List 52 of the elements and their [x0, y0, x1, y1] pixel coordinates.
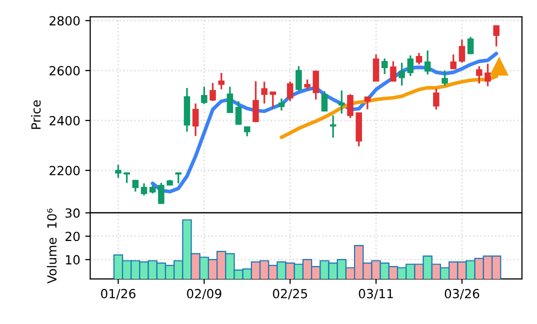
candlestick	[467, 36, 474, 56]
y-tick-label: 10	[66, 255, 80, 265]
candlestick	[140, 182, 148, 196]
y-tick-label: 30	[66, 208, 80, 218]
y-tick-label: 2800	[50, 16, 80, 26]
candlestick	[252, 80, 259, 124]
candlestick	[312, 70, 320, 100]
candlestick	[407, 54, 414, 77]
x-tick-label: 01/26	[101, 288, 136, 300]
x-tick-label: 02/25	[272, 288, 308, 300]
candlestick	[286, 80, 294, 102]
candlestick	[390, 60, 396, 82]
candlestick	[192, 102, 199, 137]
candlestick	[218, 72, 224, 90]
candlestick	[450, 54, 457, 70]
x-tick-label: 03/26	[444, 288, 480, 300]
candlestick	[115, 164, 122, 179]
candlestick	[201, 86, 208, 105]
candlestick	[278, 98, 285, 112]
y-tick-label: 2200	[50, 166, 80, 176]
y-axis-title: Volume 10⁶	[46, 208, 57, 284]
candlestick	[210, 82, 216, 102]
candlestick	[347, 93, 354, 119]
candlestick	[476, 65, 482, 84]
candlestick	[433, 88, 440, 110]
candlestick	[398, 62, 405, 86]
y-tick-label: 2600	[50, 66, 80, 76]
y-axis-title: Price	[31, 100, 41, 129]
candlestick	[416, 52, 422, 66]
y-tick-label: 20	[66, 232, 80, 242]
candlestick	[124, 172, 130, 184]
candlestick	[270, 90, 276, 108]
candlestick	[304, 78, 310, 90]
candlestick	[338, 90, 345, 114]
candlestick	[235, 100, 242, 126]
candlestick	[484, 62, 491, 88]
candlestick	[296, 65, 302, 92]
candlestick	[330, 114, 336, 139]
candlestick	[458, 38, 466, 64]
candlestick	[382, 58, 388, 75]
x-tick-label: 02/09	[186, 288, 222, 300]
x-tick-label: 03/11	[358, 288, 393, 300]
candlestick	[364, 96, 371, 110]
candlestick	[424, 50, 431, 76]
candlestick	[261, 80, 268, 104]
candlestick	[226, 86, 234, 114]
candlestick	[493, 24, 500, 48]
candlestick	[372, 54, 380, 82]
candlestick	[158, 182, 164, 205]
candlestick	[321, 90, 328, 112]
y-tick-label: 2400	[50, 116, 80, 126]
candlestick	[442, 70, 448, 86]
